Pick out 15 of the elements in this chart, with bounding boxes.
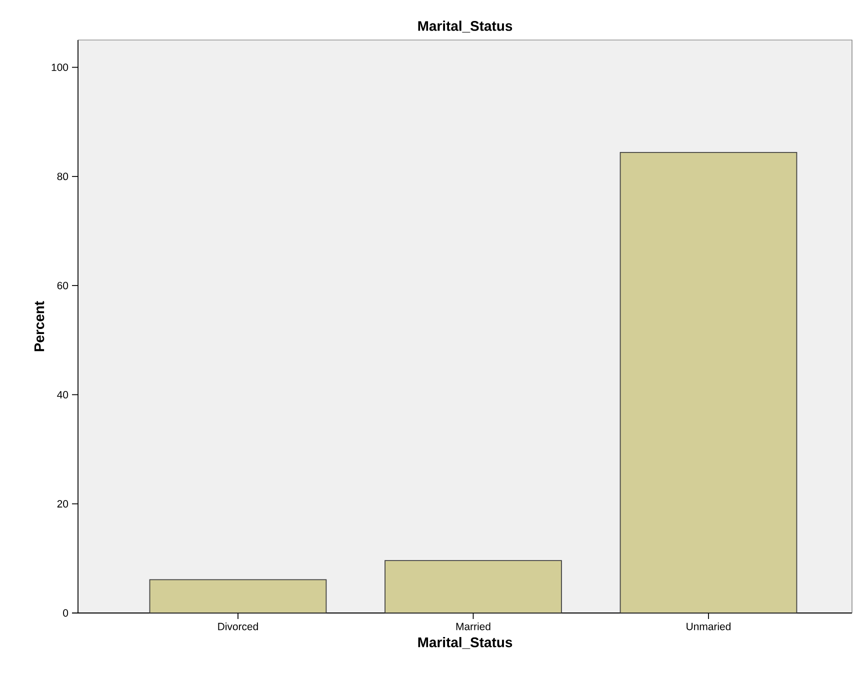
bar	[620, 152, 798, 613]
y-tick-label: 20	[57, 500, 68, 508]
x-axis-title: Marital_Status	[418, 637, 512, 649]
y-tick-label: 60	[57, 282, 68, 290]
x-tick-label: Married	[456, 622, 490, 630]
y-tick-label: 0	[63, 609, 68, 617]
x-tick-label: Divorced	[218, 622, 258, 630]
y-tick-label: 40	[57, 391, 68, 398]
y-tick-label: 100	[52, 64, 68, 71]
x-tick-label: Unmaried	[686, 622, 730, 630]
y-tick-label: 80	[57, 172, 68, 180]
y-axis-title: Percent	[34, 301, 44, 352]
bar	[149, 579, 327, 613]
chart-title: Marital_Status	[418, 20, 512, 32]
bar	[384, 560, 562, 613]
